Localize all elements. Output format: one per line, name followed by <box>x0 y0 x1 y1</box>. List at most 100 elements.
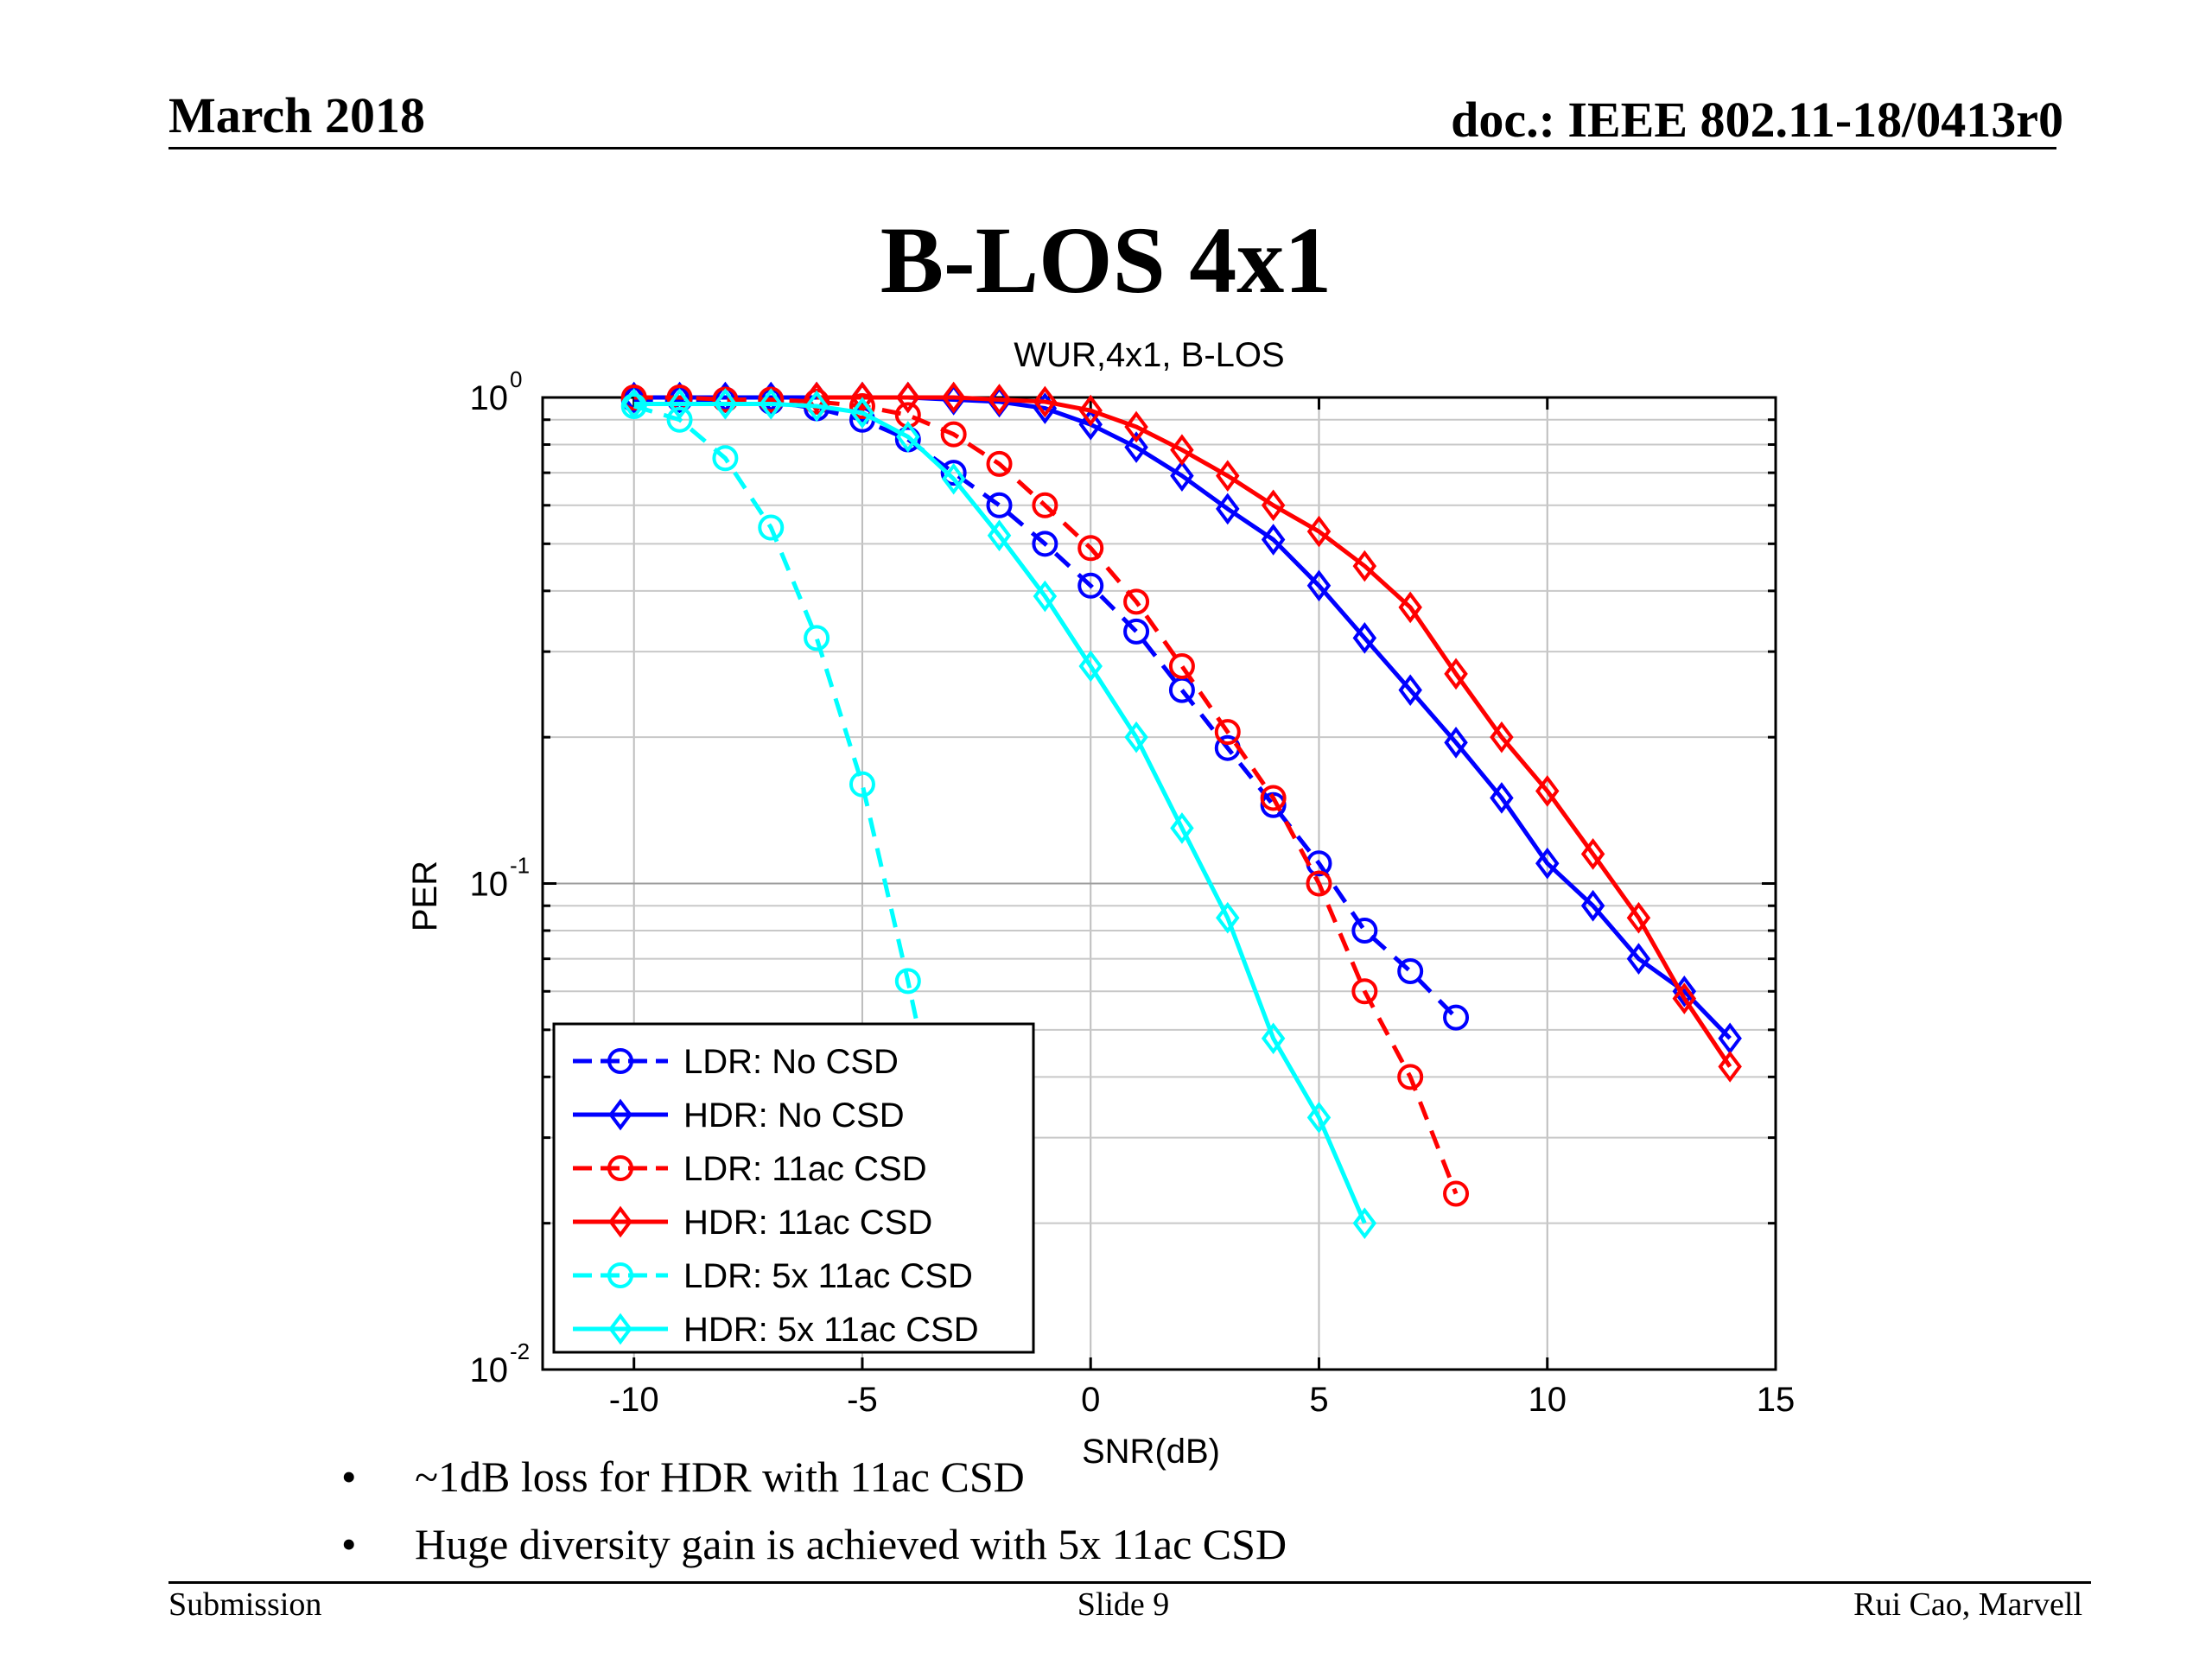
chart-axes <box>541 396 1777 1371</box>
data-point <box>849 392 875 419</box>
data-point <box>1124 721 1148 753</box>
data-point <box>1580 838 1605 870</box>
data-point <box>1123 588 1150 615</box>
data-point <box>1261 489 1286 522</box>
data-point <box>1078 650 1103 683</box>
series-hdr-11ac-csd <box>804 381 1742 1083</box>
footer-author: Rui Cao, Marvell <box>1853 1586 2082 1623</box>
series-hdr-5x-11ac-csd <box>621 388 1377 1240</box>
data-point <box>940 460 967 486</box>
series-line <box>817 395 1732 1068</box>
data-point <box>1216 493 1240 525</box>
y-tick-exponent: 0 <box>510 366 522 392</box>
data-point <box>1261 524 1286 556</box>
data-point <box>1535 775 1560 807</box>
data-point <box>1351 978 1378 1005</box>
data-point <box>1626 943 1651 975</box>
data-point <box>986 492 1013 518</box>
data-point <box>940 421 967 448</box>
data-point <box>1033 385 1058 418</box>
data-point <box>1444 658 1468 690</box>
data-point <box>1397 1064 1424 1090</box>
chart-series <box>620 381 1742 1240</box>
data-point <box>1443 1180 1470 1207</box>
data-point <box>987 384 1012 416</box>
header-rule <box>168 147 2056 149</box>
y-tick-exponent: -2 <box>510 1338 530 1364</box>
data-point <box>1306 569 1332 602</box>
bullet-text: Huge diversity gain is achieved with 5x … <box>415 1520 1287 1568</box>
y-tick-exponent: -1 <box>510 853 530 879</box>
legend-entry: LDR: 11ac CSD <box>573 1150 927 1188</box>
data-point <box>896 421 920 453</box>
data-point <box>667 388 692 420</box>
header-doc-id: doc.: IEEE 802.11-18/0413r0 <box>1451 92 2063 148</box>
data-point <box>758 514 785 541</box>
data-point <box>1124 431 1148 463</box>
y-tick-label: 10 <box>470 866 509 904</box>
data-point <box>1580 889 1605 922</box>
legend-entry: HDR: No CSD <box>573 1096 905 1135</box>
data-point <box>1351 918 1378 944</box>
x-tick-label: -5 <box>847 1381 878 1419</box>
legend-box <box>552 1022 1035 1354</box>
data-point <box>1124 410 1148 443</box>
legend-entry: HDR: 11ac CSD <box>573 1204 932 1242</box>
data-point <box>804 390 829 423</box>
data-point <box>1306 870 1332 897</box>
legend-label: LDR: 11ac CSD <box>683 1150 927 1188</box>
data-point <box>941 381 966 414</box>
data-point <box>712 445 739 472</box>
footer-submission: Submission <box>168 1586 322 1623</box>
data-point <box>1168 652 1195 679</box>
bullet-text: ~1dB loss for HDR with 11ac CSD <box>415 1452 1025 1501</box>
data-point <box>941 462 966 495</box>
data-point <box>608 1205 632 1238</box>
data-point <box>1352 622 1377 654</box>
data-point <box>850 397 874 429</box>
data-point <box>1490 721 1514 753</box>
data-point <box>1032 531 1058 557</box>
legend-entry: LDR: No CSD <box>573 1043 899 1081</box>
x-tick-label: -10 <box>609 1381 659 1419</box>
x-axis-label: SNR(dB) <box>1082 1433 1220 1471</box>
chart-title: WUR,4x1, B-LOS <box>1014 336 1284 374</box>
data-point <box>1123 618 1150 645</box>
data-point <box>986 450 1013 477</box>
legend-label: HDR: 11ac CSD <box>683 1204 932 1242</box>
chart-legend: LDR: No CSD HDR: No CSD LDR: 11ac CSD HDR: … <box>552 1022 1035 1354</box>
legend-label: HDR: No CSD <box>683 1096 905 1135</box>
x-tick-label: 15 <box>1757 1381 1796 1419</box>
y-tick-label: 10 <box>470 379 509 417</box>
data-point <box>1033 580 1058 613</box>
data-point <box>804 381 829 414</box>
data-point <box>713 388 738 420</box>
legend-label: LDR: 5x 11ac CSD <box>683 1257 973 1295</box>
data-point <box>1718 1051 1742 1083</box>
data-point <box>621 388 646 420</box>
x-tick-label: 10 <box>1528 1381 1567 1419</box>
data-point <box>1397 958 1424 985</box>
data-point <box>620 385 647 410</box>
data-point <box>850 381 874 414</box>
slide-title: B-LOS 4x1 <box>880 207 1332 313</box>
data-point <box>1216 901 1240 934</box>
data-point <box>666 406 693 433</box>
data-point <box>1352 1207 1377 1240</box>
data-point <box>894 968 921 995</box>
data-point <box>1078 408 1103 441</box>
data-point <box>608 1098 632 1131</box>
y-axis-label: PER <box>406 861 444 931</box>
data-point <box>1216 460 1240 492</box>
data-point <box>608 1313 632 1345</box>
data-point <box>1672 982 1697 1014</box>
data-point <box>1170 812 1194 844</box>
data-point <box>607 1048 633 1074</box>
data-point <box>1170 460 1194 492</box>
data-point <box>1398 674 1422 706</box>
data-point <box>1398 591 1422 624</box>
header-date: March 2018 <box>168 87 425 143</box>
series-line <box>632 404 929 1067</box>
data-point <box>1214 719 1241 746</box>
